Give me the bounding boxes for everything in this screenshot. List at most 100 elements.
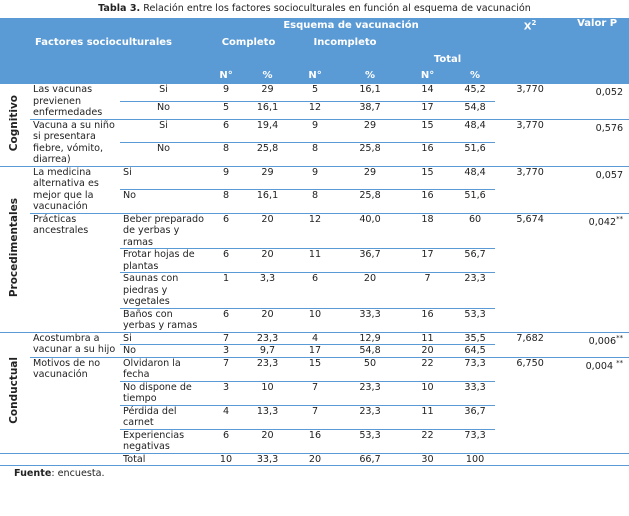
option-label: Si [120, 166, 208, 190]
header-esquema: Esquema de vacunación [207, 18, 496, 33]
cell-c-n: 9 [207, 166, 246, 190]
table-row: No 5 16,1 12 38,7 17 54,8 [0, 101, 629, 120]
p-value: 0,057 [565, 166, 629, 214]
option-label: Experiencias negativas [120, 429, 208, 454]
cell-t-n: 22 [400, 357, 456, 382]
chi-square-value: 6,750 [495, 357, 566, 454]
cell-i-n: 9 [290, 119, 341, 143]
table-row: Saunas con piedras y vegetales 1 3,3 6 20 7 23… [0, 272, 629, 309]
cell-i-p: 23,3 [340, 381, 401, 406]
cell-t-n: 16 [400, 142, 456, 167]
cell-t-n: 14 [400, 84, 456, 102]
chi-square-value: 7,682 [495, 332, 566, 358]
footer-text: : encuesta. [51, 468, 105, 479]
cell-c-n: 7 [207, 332, 246, 345]
total-blank [495, 453, 566, 466]
cell-c-p: 19,4 [245, 119, 291, 143]
cell-c-n: 8 [207, 189, 246, 214]
table-caption: Tabla 3. Relación entre los factores soc… [0, 0, 629, 18]
option-label: Saunas con piedras y vegetales [120, 272, 208, 309]
cell-c-n: 6 [207, 429, 246, 454]
total-blank [565, 453, 629, 466]
chi-square-value: 3,770 [495, 119, 566, 167]
cell-t-n: 16 [400, 189, 456, 214]
cell-i-p: 54,8 [340, 344, 401, 358]
cell-i-p: 23,3 [340, 405, 401, 430]
table-row: Pérdida del carnet 4 13,3 7 23,3 11 36,7 [0, 405, 629, 430]
total-blank [30, 453, 120, 466]
cell-i-n: 9 [290, 166, 341, 190]
p-value-text: 0,576 [595, 122, 624, 134]
header-total-pct: % [455, 67, 496, 84]
factor-label: Vacuna a su niño si presentara fiebre, v… [30, 119, 120, 167]
cell-i-p: 53,3 [340, 429, 401, 454]
group-name: Cognitivo [8, 94, 21, 152]
caption-text: Relación entre los factores sociocultura… [140, 3, 531, 14]
cell-c-p: 29 [245, 84, 291, 102]
cell-i-p: 12,9 [340, 332, 401, 345]
table-row: No dispone de tiempo 3 10 7 23,3 10 33,3 [0, 381, 629, 406]
header-valor-p: Valor P [565, 18, 629, 84]
cell-t-p: 48,4 [455, 166, 496, 190]
table-row: No 8 16,1 8 25,8 16 51,6 [0, 189, 629, 214]
cell-i-n: 11 [290, 248, 341, 273]
cell-t-p: 60 [455, 213, 496, 249]
cell-c-n: 4 [207, 405, 246, 430]
cell-i-n: 7 [290, 381, 341, 406]
cell-i-n: 7 [290, 405, 341, 430]
cell-i-p: 25,8 [340, 142, 401, 167]
cell-t-n: 18 [400, 213, 456, 249]
p-value-significance: ** [616, 358, 624, 367]
table-row: Conductual Acostumbra a vacunar a su hijo… [0, 332, 629, 454]
option-label: Beber preparado de yerbas y ramas [120, 213, 208, 249]
table-row: Experiencias negativas 6 20 16 53,3 22 73,3 [0, 429, 629, 454]
total-t-n: 30 [400, 453, 456, 466]
p-value-text: 0,057 [595, 169, 624, 181]
header-factores: Factores socioculturales [0, 18, 208, 67]
p-value-significance: ** [616, 333, 624, 342]
factor-label: Motivos de no vacunación [30, 357, 120, 454]
cell-c-p: 20 [245, 308, 291, 333]
cell-i-p: 29 [340, 119, 401, 143]
total-label: Total [120, 453, 208, 466]
cell-c-n: 3 [207, 381, 246, 406]
p-value: 0,006** [565, 332, 629, 358]
cell-t-p: 73,3 [455, 429, 496, 454]
cell-i-p: 33,3 [340, 308, 401, 333]
option-label: Olvidaron la fecha [120, 357, 208, 382]
header-completo-pct: % [245, 67, 291, 84]
cell-t-n: 7 [400, 272, 456, 309]
cell-c-p: 20 [245, 248, 291, 273]
cell-t-n: 10 [400, 381, 456, 406]
group-name: Procedimentales [8, 197, 21, 297]
cell-t-n: 17 [400, 101, 456, 120]
group-label-procedimentales: Procedimentales [0, 166, 30, 333]
cell-c-n: 3 [207, 344, 246, 358]
cell-i-n: 8 [290, 189, 341, 214]
p-value-significance: ** [616, 214, 624, 223]
cell-i-n: 8 [290, 142, 341, 167]
footer-label: Fuente [14, 468, 52, 479]
table-row: Prácticas ancestrales Beber preparado de … [0, 213, 629, 333]
table-body: Cognitivo Las vacunas previenen enfermeda… [0, 84, 629, 466]
cell-c-n: 6 [207, 119, 246, 143]
cell-i-n: 4 [290, 332, 341, 345]
cell-t-p: 56,7 [455, 248, 496, 273]
cell-c-n: 5 [207, 101, 246, 120]
option-label: Si [120, 119, 208, 143]
cell-c-p: 9,7 [245, 344, 291, 358]
table-row: Vacuna a su niño si presentara fiebre, v… [0, 119, 629, 167]
cell-t-n: 22 [400, 429, 456, 454]
cell-i-n: 12 [290, 101, 341, 120]
header-blank [0, 67, 208, 84]
table-row: Baños con yerbas y ramas 6 20 10 33,3 16 53,3 [0, 308, 629, 333]
cell-i-n: 17 [290, 344, 341, 358]
header-total-n: N° [400, 67, 456, 84]
cell-c-p: 20 [245, 429, 291, 454]
cell-t-n: 17 [400, 248, 456, 273]
cell-t-p: 64,5 [455, 344, 496, 358]
cell-t-p: 33,3 [455, 381, 496, 406]
cell-t-p: 35,5 [455, 332, 496, 345]
chi-square-value: 3,770 [495, 84, 566, 120]
p-value-text: 0,052 [595, 87, 624, 99]
